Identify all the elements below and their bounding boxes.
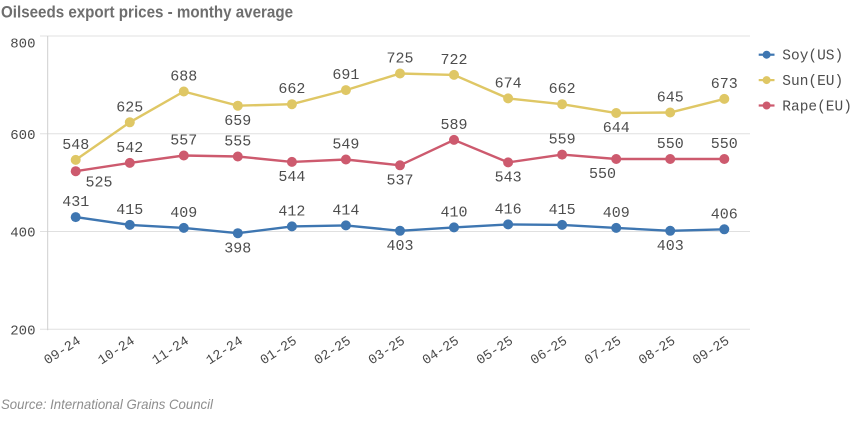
svg-text:722: 722 — [440, 52, 467, 69]
svg-text:548: 548 — [62, 137, 89, 154]
svg-text:557: 557 — [170, 133, 197, 150]
svg-text:Oilseeds export prices - month: Oilseeds export prices - monthy average — [1, 3, 293, 21]
svg-text:589: 589 — [440, 117, 467, 134]
svg-text:398: 398 — [224, 240, 251, 257]
svg-text:200: 200 — [10, 323, 35, 339]
svg-text:674: 674 — [495, 75, 522, 92]
svg-text:662: 662 — [278, 81, 305, 98]
svg-text:555: 555 — [224, 134, 251, 151]
svg-text:662: 662 — [549, 81, 576, 98]
svg-text:800: 800 — [10, 37, 35, 53]
svg-text:644: 644 — [603, 120, 630, 137]
svg-text:400: 400 — [10, 226, 35, 242]
svg-text:549: 549 — [332, 137, 359, 154]
svg-text:431: 431 — [62, 194, 89, 211]
svg-text:414: 414 — [332, 202, 359, 219]
svg-text:Source: International Grains C: Source: International Grains Council — [1, 396, 214, 412]
svg-text:688: 688 — [170, 69, 197, 86]
svg-text:542: 542 — [116, 140, 143, 157]
svg-text:403: 403 — [657, 238, 684, 255]
svg-text:725: 725 — [386, 51, 413, 68]
svg-text:659: 659 — [224, 113, 251, 130]
svg-text:412: 412 — [278, 203, 305, 220]
svg-text:415: 415 — [549, 202, 576, 219]
svg-text:550: 550 — [657, 136, 684, 153]
svg-text:416: 416 — [495, 201, 522, 218]
svg-text:691: 691 — [332, 67, 359, 84]
svg-text:525: 525 — [85, 175, 112, 192]
svg-text:673: 673 — [711, 76, 738, 93]
svg-text:406: 406 — [711, 206, 738, 223]
svg-text:550: 550 — [711, 136, 738, 153]
svg-text:550: 550 — [589, 166, 616, 183]
svg-text:415: 415 — [116, 202, 143, 219]
svg-text:Rape(EU): Rape(EU) — [782, 99, 852, 115]
svg-text:543: 543 — [495, 170, 522, 187]
svg-text:409: 409 — [170, 205, 197, 222]
svg-text:559: 559 — [549, 132, 576, 149]
svg-text:625: 625 — [116, 99, 143, 116]
svg-text:645: 645 — [657, 90, 684, 107]
svg-text:Sun(EU): Sun(EU) — [782, 74, 843, 90]
svg-text:410: 410 — [440, 204, 467, 221]
svg-text:600: 600 — [10, 128, 35, 144]
svg-text:Soy(US): Soy(US) — [782, 49, 843, 65]
svg-text:403: 403 — [386, 238, 413, 255]
svg-text:409: 409 — [603, 205, 630, 222]
svg-text:544: 544 — [278, 169, 305, 186]
svg-text:537: 537 — [386, 173, 413, 190]
